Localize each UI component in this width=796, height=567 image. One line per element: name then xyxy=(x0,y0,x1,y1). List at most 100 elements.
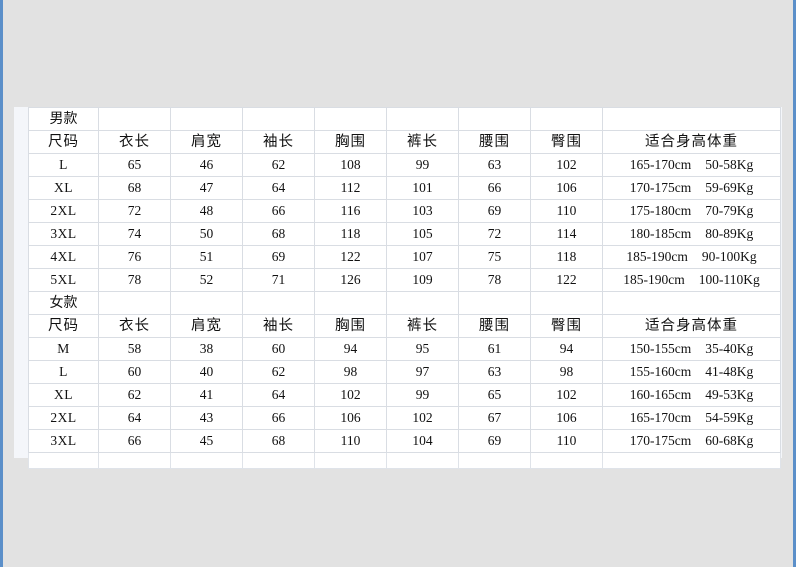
blank-cell xyxy=(242,107,315,131)
mens-header-pant-length: 裤长 xyxy=(386,130,459,154)
mens-row-0-size: L xyxy=(28,153,99,177)
womens-row-3-bust: 106 xyxy=(314,406,387,430)
womens-row-1-hip: 98 xyxy=(530,360,603,384)
mens-row-3-garment-length: 74 xyxy=(98,222,171,246)
mens-row-2-pant-length: 103 xyxy=(386,199,459,223)
blank-cell xyxy=(386,291,459,315)
blank-cell xyxy=(98,452,171,469)
womens-row-0-bust: 94 xyxy=(314,337,387,361)
mens-row-0-garment-length: 65 xyxy=(98,153,171,177)
mens-row-0-height: 165-170cm xyxy=(629,157,692,172)
womens-row-1-size: L xyxy=(28,360,99,384)
womens-row-3-shoulder-width: 43 xyxy=(170,406,243,430)
table-row: 2XL 72 48 66 116 103 69 110 175-180cm 70… xyxy=(28,199,781,223)
womens-row-2-weight: 49-53Kg xyxy=(705,387,754,402)
mens-row-5-garment-length: 78 xyxy=(98,268,171,292)
mens-row-2-waist: 69 xyxy=(458,199,531,223)
womens-row-1-weight: 41-48Kg xyxy=(705,364,754,379)
mens-row-5-sleeve-length: 71 xyxy=(242,268,315,292)
womens-header-bust: 胸围 xyxy=(314,314,387,338)
womens-row-4-weight: 60-68Kg xyxy=(705,433,754,448)
womens-row-0-garment-length: 58 xyxy=(98,337,171,361)
table-row: 5XL 78 52 71 126 109 78 122 185-190cm 10… xyxy=(28,268,781,292)
womens-row-0-height: 150-155cm xyxy=(629,341,692,356)
womens-row-4-size: 3XL xyxy=(28,429,99,453)
womens-row-1-bust: 98 xyxy=(314,360,387,384)
womens-row-2-height: 160-165cm xyxy=(629,387,692,402)
womens-header-waist: 腰围 xyxy=(458,314,531,338)
mens-row-0-sleeve-length: 62 xyxy=(242,153,315,177)
womens-header-pant-length: 裤长 xyxy=(386,314,459,338)
table-row: M 58 38 60 94 95 61 94 150-155cm 35-40Kg xyxy=(28,337,781,361)
mens-row-0-waist: 63 xyxy=(458,153,531,177)
womens-row-3-sleeve-length: 66 xyxy=(242,406,315,430)
mens-header-garment-length: 衣长 xyxy=(98,130,171,154)
mens-header-waist: 腰围 xyxy=(458,130,531,154)
womens-row-2-pant-length: 99 xyxy=(386,383,459,407)
mens-row-3-waist: 72 xyxy=(458,222,531,246)
mens-row-0-fit: 165-170cm 50-58Kg xyxy=(602,153,781,177)
womens-header-garment-length: 衣长 xyxy=(98,314,171,338)
womens-header-shoulder-width: 肩宽 xyxy=(170,314,243,338)
womens-row-4-height: 170-175cm xyxy=(629,433,692,448)
womens-row-3-waist: 67 xyxy=(458,406,531,430)
womens-row-2-shoulder-width: 41 xyxy=(170,383,243,407)
mens-section-title-row: 男款 xyxy=(28,107,781,131)
mens-row-5-pant-length: 109 xyxy=(386,268,459,292)
mens-row-3-pant-length: 105 xyxy=(386,222,459,246)
mens-row-5-height: 185-190cm xyxy=(623,272,685,287)
womens-row-0-pant-length: 95 xyxy=(386,337,459,361)
blank-cell xyxy=(602,291,781,315)
mens-row-5-fit: 185-190cm 100-110Kg xyxy=(602,268,781,292)
mens-row-2-weight: 70-79Kg xyxy=(705,203,754,218)
mens-row-2-height: 175-180cm xyxy=(629,203,692,218)
womens-header-fit-height-weight: 适合身高体重 xyxy=(602,314,781,338)
blank-cell xyxy=(386,452,459,469)
mens-section-title: 男款 xyxy=(28,107,99,131)
mens-row-3-sleeve-length: 68 xyxy=(242,222,315,246)
womens-header-sleeve-length: 袖长 xyxy=(242,314,315,338)
mens-row-3-weight: 80-89Kg xyxy=(705,226,754,241)
mens-header-row: 尺码 衣长 肩宽 袖长 胸围 裤长 腰围 臀围 适合身高体重 xyxy=(28,130,781,154)
blank-cell xyxy=(458,107,531,131)
womens-row-4-sleeve-length: 68 xyxy=(242,429,315,453)
blank-cell xyxy=(386,107,459,131)
womens-row-1-pant-length: 97 xyxy=(386,360,459,384)
blank-cell xyxy=(242,452,315,469)
mens-row-3-size: 3XL xyxy=(28,222,99,246)
womens-row-1-fit: 155-160cm 41-48Kg xyxy=(602,360,781,384)
mens-row-4-size: 4XL xyxy=(28,245,99,269)
trailing-blank-row xyxy=(28,452,781,469)
mens-row-0-hip: 102 xyxy=(530,153,603,177)
table-row: 3XL 74 50 68 118 105 72 114 180-185cm 80… xyxy=(28,222,781,246)
mens-row-2-garment-length: 72 xyxy=(98,199,171,223)
table-row: 2XL 64 43 66 106 102 67 106 165-170cm 54… xyxy=(28,406,781,430)
womens-row-0-size: M xyxy=(28,337,99,361)
blank-cell xyxy=(170,107,243,131)
table-row: 4XL 76 51 69 122 107 75 118 185-190cm 90… xyxy=(28,245,781,269)
mens-row-3-bust: 118 xyxy=(314,222,387,246)
womens-row-2-sleeve-length: 64 xyxy=(242,383,315,407)
mens-row-2-size: 2XL xyxy=(28,199,99,223)
blank-cell xyxy=(314,291,387,315)
mens-row-1-shoulder-width: 47 xyxy=(170,176,243,200)
womens-row-4-garment-length: 66 xyxy=(98,429,171,453)
mens-row-4-pant-length: 107 xyxy=(386,245,459,269)
blank-cell xyxy=(28,452,99,469)
womens-row-3-pant-length: 102 xyxy=(386,406,459,430)
table-row: XL 62 41 64 102 99 65 102 160-165cm 49-5… xyxy=(28,383,781,407)
womens-row-2-waist: 65 xyxy=(458,383,531,407)
mens-row-2-sleeve-length: 66 xyxy=(242,199,315,223)
womens-row-3-garment-length: 64 xyxy=(98,406,171,430)
mens-row-5-hip: 122 xyxy=(530,268,603,292)
womens-section-title-row: 女款 xyxy=(28,291,781,315)
womens-row-3-height: 165-170cm xyxy=(629,410,692,425)
mens-row-4-height: 185-190cm xyxy=(626,249,688,264)
mens-row-1-weight: 59-69Kg xyxy=(705,180,754,195)
table-row: L 65 46 62 108 99 63 102 165-170cm 50-58… xyxy=(28,153,781,177)
blank-cell xyxy=(530,107,603,131)
blank-cell xyxy=(170,452,243,469)
mens-row-5-shoulder-width: 52 xyxy=(170,268,243,292)
mens-row-1-bust: 112 xyxy=(314,176,387,200)
